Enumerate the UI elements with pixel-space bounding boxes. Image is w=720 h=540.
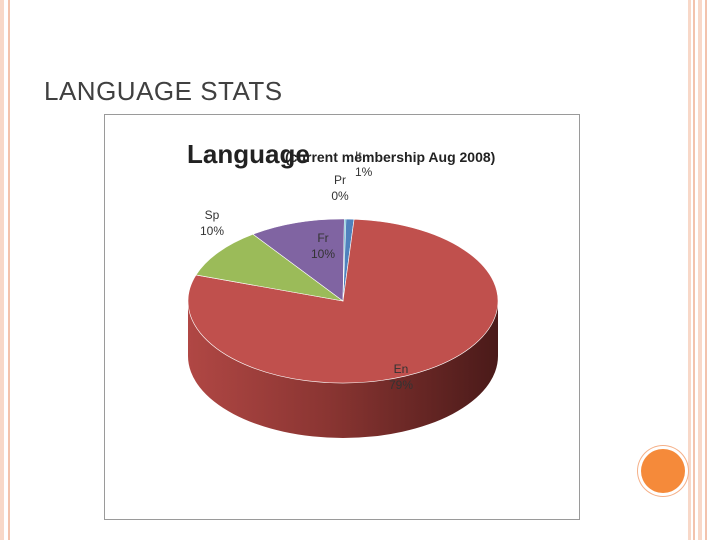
slice-value-fr: 10%: [311, 247, 335, 261]
slice-label-en: En: [394, 362, 409, 376]
chart-container: Language (current membership Aug 2008) E…: [104, 114, 580, 520]
slice-value-en: 79%: [389, 378, 413, 392]
pie-slice-sp: [195, 233, 344, 302]
slice-value-sp: 10%: [200, 224, 224, 238]
pie-chart: Language (current membership Aug 2008) E…: [187, 139, 499, 438]
slice-label-pr: Pr: [334, 173, 346, 187]
pie-labels: En 79% Sp 10% Fr 10% Pr 0% It 1%: [200, 149, 413, 392]
chart-title: Language: [187, 139, 310, 169]
slice-value-pr: 0%: [331, 189, 349, 203]
slide-frame-left: [0, 0, 10, 540]
slide-title: LANGUAGE STATS: [44, 76, 283, 106]
decorative-circle: [641, 449, 685, 493]
pie-top: [187, 218, 499, 384]
pie-side: [188, 301, 498, 438]
pie-slice-fr: [252, 218, 345, 302]
pie-side-wall: [188, 301, 498, 438]
slide-frame-right: [688, 0, 720, 540]
slice-label-it: It: [355, 149, 362, 163]
slice-label-fr: Fr: [317, 231, 328, 245]
pie-slice-pr: [342, 218, 347, 302]
slice-value-it: 1%: [355, 165, 373, 179]
slice-label-sp: Sp: [205, 208, 220, 222]
chart-subtitle: (current membership Aug 2008): [285, 149, 495, 165]
